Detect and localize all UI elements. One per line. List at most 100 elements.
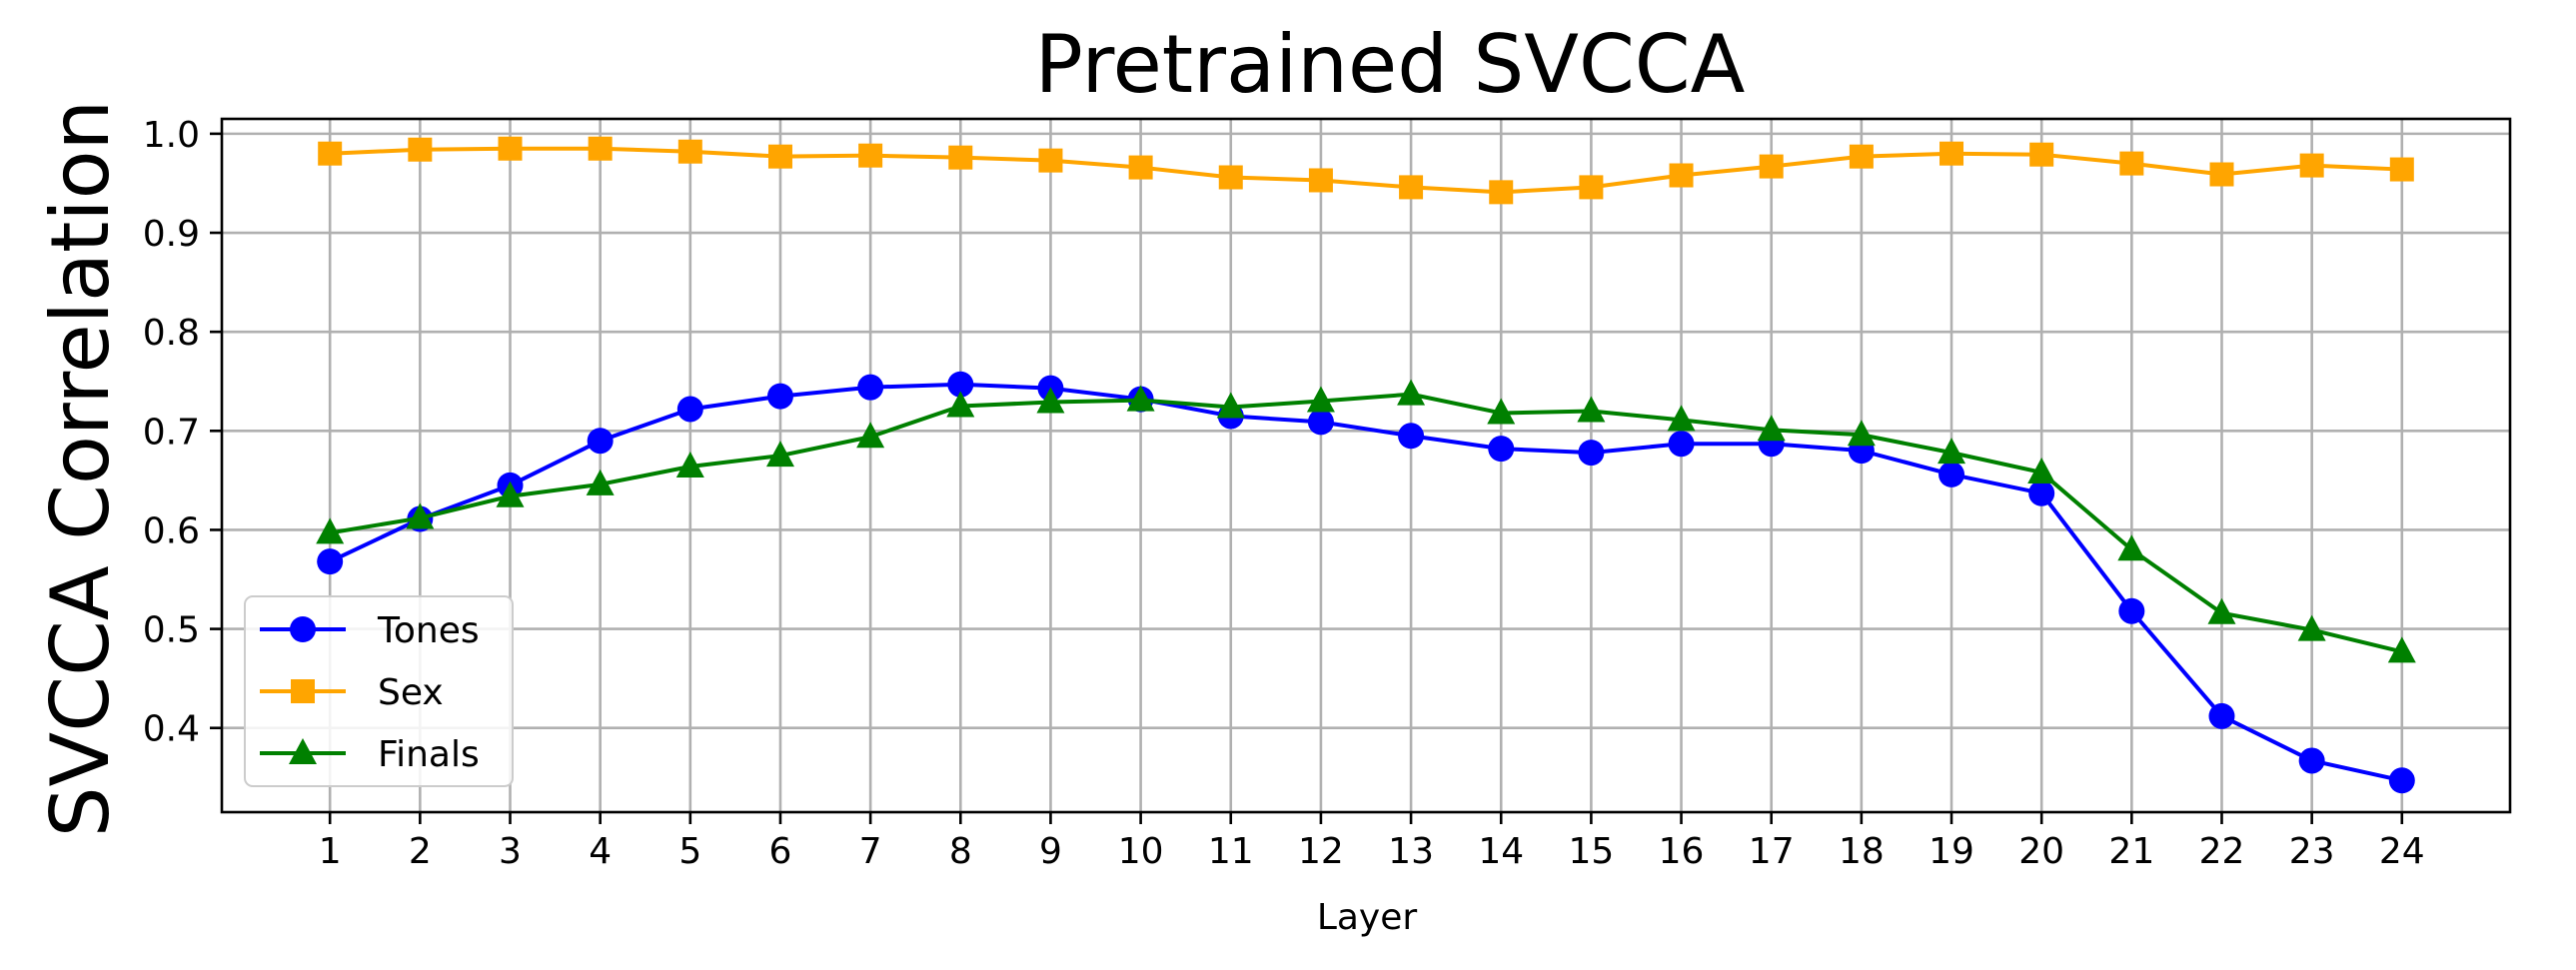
data-point: [496, 481, 525, 507]
data-point: [1307, 409, 1334, 436]
data-point: [1399, 175, 1424, 200]
data-point: [406, 502, 435, 529]
y-tick-label: 0.7: [143, 412, 200, 453]
legend-box: [244, 595, 514, 787]
data-point: [1849, 144, 1874, 169]
x-tick-label: 2: [409, 831, 432, 872]
x-tick-label: 17: [1749, 831, 1795, 872]
data-point: [1398, 423, 1425, 450]
data-point: [1757, 415, 1786, 442]
legend-label: Finals: [378, 734, 480, 775]
data-point: [2117, 534, 2146, 561]
y-tick-label: 0.5: [143, 610, 200, 651]
x-tick-label: 16: [1659, 831, 1705, 872]
data-point: [856, 422, 885, 449]
data-point: [1308, 168, 1333, 193]
data-point: [2387, 636, 2416, 663]
axes-frame: [220, 117, 2512, 814]
chart-title: Pretrained SVCCA: [1035, 18, 1746, 111]
data-point: [1487, 398, 1516, 425]
series-line: [330, 146, 2402, 195]
x-tick-label: 11: [1208, 831, 1254, 872]
series-finals: [316, 379, 2416, 663]
legend-marker: [290, 616, 316, 642]
data-point: [858, 143, 883, 168]
data-point: [587, 428, 614, 455]
data-point: [1847, 420, 1876, 447]
data-point: [1306, 386, 1335, 413]
data-point: [947, 371, 974, 398]
data-point: [1577, 396, 1606, 423]
x-tick-label: 22: [2199, 831, 2245, 872]
x-tick-label: 14: [1478, 831, 1524, 872]
data-point: [1216, 392, 1245, 419]
data-point: [767, 144, 792, 169]
legend: Tones Sex Finals: [244, 595, 514, 787]
data-point: [2297, 614, 2326, 641]
data-point: [1759, 154, 1784, 179]
y-tick-label: 0.8: [143, 313, 200, 354]
axis-ticks: 1 2 3 4 5 6 7 8 9 10 11 12 13 14 15 16 17 18 19 20 21 22 23 240…: [143, 115, 2425, 872]
y-tick-label: 1.0: [143, 115, 200, 156]
legend-item-tones: Tones: [260, 610, 480, 651]
data-point: [2027, 457, 2056, 484]
data-point: [2298, 747, 2325, 774]
x-tick-label: 12: [1298, 831, 1344, 872]
x-tick-label: 5: [678, 831, 701, 872]
x-tick-label: 21: [2108, 831, 2154, 872]
data-point: [588, 136, 613, 161]
legend-marker: [291, 679, 315, 703]
data-point: [1939, 141, 1964, 166]
data-point: [766, 383, 793, 410]
x-tick-label: 4: [589, 831, 612, 872]
data-point: [1937, 438, 1966, 465]
data-point: [408, 137, 433, 162]
legend-label: Sex: [378, 672, 444, 713]
y-tick-label: 0.4: [143, 709, 200, 750]
data-point: [1669, 163, 1694, 188]
data-point: [2389, 157, 2414, 182]
series-line: [329, 382, 2403, 783]
data-point: [857, 374, 884, 401]
data-point: [676, 396, 703, 423]
data-point: [2119, 151, 2144, 176]
data-point: [1668, 431, 1695, 458]
data-point: [2118, 597, 2145, 624]
x-tick-label: 19: [1929, 831, 1974, 872]
data-point: [316, 517, 345, 544]
data-series: [316, 136, 2416, 794]
data-point: [1579, 175, 1604, 200]
data-point: [586, 469, 615, 495]
series-line: [329, 392, 2403, 654]
data-point: [318, 141, 343, 166]
data-point: [1218, 165, 1243, 190]
data-point: [1488, 436, 1515, 463]
data-point: [2299, 153, 2324, 178]
legend-label: Tones: [377, 610, 480, 651]
series-sex: [318, 136, 2414, 205]
data-point: [317, 548, 344, 575]
x-tick-label: 1: [319, 831, 342, 872]
data-point: [1489, 180, 1514, 205]
x-tick-label: 7: [859, 831, 882, 872]
x-tick-label: 20: [2018, 831, 2064, 872]
data-point: [498, 136, 523, 161]
x-tick-label: 23: [2289, 831, 2335, 872]
data-point: [2209, 162, 2234, 187]
x-tick-label: 3: [499, 831, 522, 872]
x-tick-label: 9: [1039, 831, 1062, 872]
data-point: [765, 441, 794, 468]
legend-item-sex: Sex: [260, 672, 444, 713]
data-point: [2207, 597, 2236, 624]
x-axis-label: Layer: [1317, 897, 1418, 938]
data-point: [1578, 440, 1605, 467]
x-tick-label: 10: [1118, 831, 1164, 872]
x-tick-label: 24: [2379, 831, 2425, 872]
y-tick-label: 0.9: [143, 214, 200, 255]
data-point: [2208, 702, 2235, 729]
data-point: [948, 145, 973, 170]
data-point: [677, 139, 702, 164]
